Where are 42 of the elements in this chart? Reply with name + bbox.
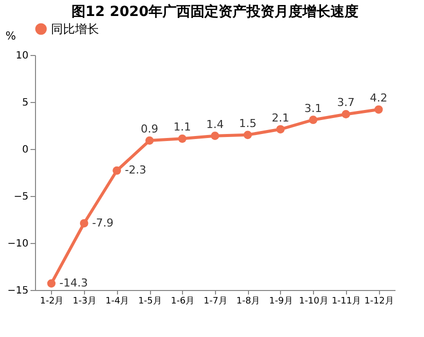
data-label: 4.2 [370, 92, 388, 105]
point [47, 279, 56, 288]
data-label: 1.1 [174, 120, 192, 134]
x-tick-label: 1-9月 [269, 296, 293, 306]
x-tick-label: 1-6月 [170, 296, 195, 306]
point [210, 132, 220, 140]
data-label: -14.3 [59, 276, 88, 290]
x-tick-label: 1-7月 [204, 296, 228, 306]
data-label: 3.7 [337, 96, 355, 110]
data-label: 1.5 [238, 116, 256, 130]
x-tick-label: 1-8月 [236, 296, 260, 306]
point [276, 125, 285, 134]
x-tick-label: 1-5月 [138, 296, 162, 306]
y-tick-label: 10 [16, 50, 28, 62]
point [145, 136, 154, 145]
x-tick-label: 1-12月 [364, 296, 394, 306]
x-tick-label: 1-11月 [332, 296, 362, 306]
data-label: 0.9 [140, 122, 158, 136]
data-label: -7.9 [92, 216, 114, 230]
point [112, 166, 121, 175]
y-tick-label: −10 [7, 238, 28, 250]
data-label: -2.3 [124, 164, 146, 177]
y-tick-label: −5 [14, 192, 28, 202]
x-tick-label: 1-10月 [298, 296, 328, 306]
point [374, 105, 383, 114]
chart-title: 图12 2020年广西固定资产投资月度增长速度 [71, 3, 359, 20]
y-tick-label: −15 [7, 286, 28, 296]
y-tick-label: 0 [22, 144, 28, 156]
point [80, 219, 88, 228]
point [244, 130, 252, 140]
point [309, 116, 318, 124]
x-tick-label: 1-3月 [72, 296, 96, 306]
data-label: 3.1 [304, 102, 322, 115]
legend-label: 同比增长 [51, 22, 99, 36]
x-tick-label: 1-4月 [105, 296, 130, 306]
point [342, 110, 350, 118]
point [178, 134, 186, 143]
y-axis-title: % [6, 30, 16, 42]
y-tick-label: 5 [22, 98, 28, 108]
data-label: 1.4 [206, 118, 224, 131]
x-tick-label: 1-2月 [40, 296, 64, 306]
data-label: 2.1 [272, 111, 290, 124]
